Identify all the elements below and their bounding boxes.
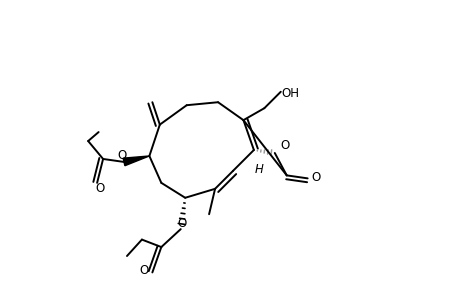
Text: O: O [280, 139, 289, 152]
Text: O: O [118, 149, 127, 162]
Text: O: O [177, 217, 186, 230]
Text: OH: OH [281, 87, 299, 100]
Text: O: O [139, 264, 148, 278]
Text: H: H [254, 163, 263, 176]
Text: O: O [95, 182, 105, 195]
Text: O: O [311, 171, 320, 184]
Polygon shape [123, 156, 149, 166]
